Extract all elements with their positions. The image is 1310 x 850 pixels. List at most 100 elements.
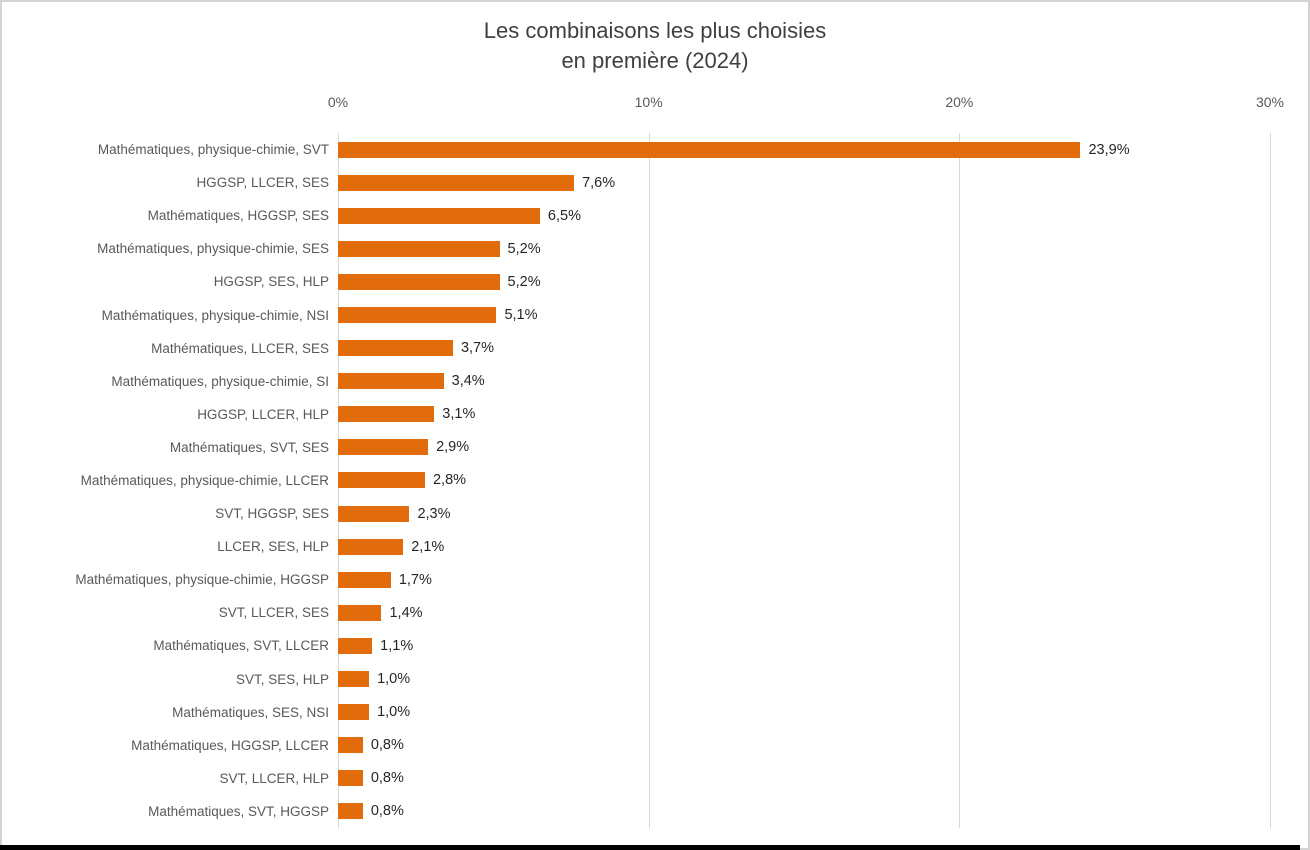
bar <box>338 637 373 654</box>
bar-row: Mathématiques, SES, NSI 1,0% <box>0 696 1310 729</box>
category-label: Mathématiques, SVT, SES <box>169 439 329 455</box>
bar-rows: Mathématiques, physique-chimie, SVT 23,9%… <box>0 133 1310 828</box>
bar <box>338 340 453 357</box>
value-label: 3,4% <box>451 373 485 390</box>
x-axis-tick-label: 0% <box>327 94 349 110</box>
value-label: 6,5% <box>547 207 581 224</box>
value-label: 0,8% <box>370 737 404 754</box>
bottom-border <box>0 845 1300 850</box>
bar-track: 1,0% <box>338 696 410 729</box>
category-label: HGGSP, LLCER, HLP <box>197 406 329 422</box>
bar-row: SVT, LLCER, SES 1,4% <box>0 596 1310 629</box>
category-label: Mathématiques, physique-chimie, NSI <box>101 307 329 323</box>
bar-row: Mathématiques, physique-chimie, LLCER 2,8… <box>0 464 1310 497</box>
value-label: 5,1% <box>504 307 538 324</box>
value-label: 1,7% <box>398 571 432 588</box>
category-label: Mathématiques, physique-chimie, SES <box>97 241 329 257</box>
category-label: SVT, LLCER, SES <box>218 605 329 621</box>
plot-area: Mathématiques, physique-chimie, SVT 23,9%… <box>0 133 1310 828</box>
bar-row: Mathématiques, LLCER, SES 3,7% <box>0 332 1310 365</box>
value-label: 2,9% <box>436 439 470 456</box>
bar <box>338 704 370 721</box>
category-label: Mathématiques, physique-chimie, HGGSP <box>75 572 329 588</box>
bar <box>338 240 500 257</box>
bar <box>338 671 370 688</box>
bar-track: 1,4% <box>338 596 423 629</box>
bar <box>338 273 500 290</box>
bar-track: 0,8% <box>338 762 404 795</box>
bar <box>338 406 435 423</box>
bar <box>338 737 363 754</box>
value-label: 2,1% <box>411 538 445 555</box>
category-label: SVT, HGGSP, SES <box>215 506 329 522</box>
category-label: Mathématiques, SVT, LLCER <box>153 638 329 654</box>
bar <box>338 373 444 390</box>
bar-track: 5,1% <box>338 298 538 331</box>
value-label: 3,7% <box>460 340 494 357</box>
value-label: 1,0% <box>377 704 411 721</box>
bar <box>338 571 391 588</box>
value-label: 3,1% <box>442 406 476 423</box>
x-axis: 0% 10% 20% 30% <box>0 94 1310 114</box>
bar-row: Mathématiques, HGGSP, SES 6,5% <box>0 199 1310 232</box>
category-label: Mathématiques, HGGSP, SES <box>147 208 329 224</box>
value-label: 2,8% <box>432 472 467 489</box>
category-label: Mathématiques, SVT, HGGSP <box>148 803 329 819</box>
bar-track: 3,1% <box>338 398 475 431</box>
bar <box>338 174 575 191</box>
bar-row: SVT, LLCER, HLP 0,8% <box>0 762 1310 795</box>
category-label: HGGSP, LLCER, SES <box>196 175 329 191</box>
category-label: Mathématiques, physique-chimie, SI <box>111 373 329 389</box>
bar-row: SVT, SES, HLP 1,0% <box>0 663 1310 696</box>
bar-track: 3,7% <box>338 332 494 365</box>
value-label: 5,2% <box>507 240 541 257</box>
bar-track: 7,6% <box>338 166 615 199</box>
bar-row: Mathématiques, physique-chimie, HGGSP 1,7… <box>0 563 1310 596</box>
bar <box>338 472 425 489</box>
bar <box>338 538 404 555</box>
bar-row: HGGSP, SES, HLP 5,2% <box>0 265 1310 298</box>
bar-track: 5,2% <box>338 232 541 265</box>
category-label: SVT, LLCER, HLP <box>219 770 329 786</box>
bar-track: 0,8% <box>338 795 404 828</box>
bar-track: 2,1% <box>338 530 444 563</box>
bar-row: HGGSP, LLCER, SES 7,6% <box>0 166 1310 199</box>
value-label: 23,9% <box>1088 141 1130 158</box>
bar <box>338 307 497 324</box>
value-label: 7,6% <box>582 174 616 191</box>
category-label: SVT, SES, HLP <box>235 671 329 687</box>
bar-row: Mathématiques, physique-chimie, NSI 5,1% <box>0 298 1310 331</box>
value-label: 1,1% <box>380 637 414 654</box>
category-label: Mathématiques, SES, NSI <box>172 704 329 720</box>
category-label: Mathématiques, physique-chimie, SVT <box>97 142 329 158</box>
bar-row: Mathématiques, HGGSP, LLCER 0,8% <box>0 729 1310 762</box>
bar-track: 5,2% <box>338 265 541 298</box>
bar-row: SVT, HGGSP, SES 2,3% <box>0 497 1310 530</box>
bar <box>338 803 363 820</box>
bar <box>338 439 429 456</box>
bar <box>338 505 410 522</box>
category-label: LLCER, SES, HLP <box>217 539 329 555</box>
bar-track: 1,1% <box>338 629 413 662</box>
chart-title-line2: en première (2024) <box>561 47 749 73</box>
bar-row: Mathématiques, SVT, HGGSP 0,8% <box>0 795 1310 828</box>
bar-row: Mathématiques, physique-chimie, SVT 23,9% <box>0 133 1310 166</box>
bar-track: 2,8% <box>338 464 466 497</box>
category-label: Mathématiques, LLCER, SES <box>151 340 329 356</box>
bar <box>338 770 363 787</box>
bar-row: Mathématiques, physique-chimie, SI 3,4% <box>0 365 1310 398</box>
value-label: 5,2% <box>507 273 541 290</box>
value-label: 0,8% <box>370 770 404 787</box>
bar-row: LLCER, SES, HLP 2,1% <box>0 530 1310 563</box>
value-label: 2,3% <box>417 505 451 522</box>
bar-row: Mathématiques, SVT, SES 2,9% <box>0 431 1310 464</box>
category-label: HGGSP, SES, HLP <box>213 274 329 290</box>
chart-title: Les combinaisons les plus choisies en pr… <box>0 16 1310 75</box>
bar-row: Mathématiques, SVT, LLCER 1,1% <box>0 629 1310 662</box>
gridline <box>648 133 650 828</box>
bar <box>338 141 1081 158</box>
gridline <box>1270 133 1271 828</box>
bar-track: 1,7% <box>338 563 432 596</box>
bar-row: HGGSP, LLCER, HLP 3,1% <box>0 398 1310 431</box>
value-label: 1,0% <box>377 671 411 688</box>
